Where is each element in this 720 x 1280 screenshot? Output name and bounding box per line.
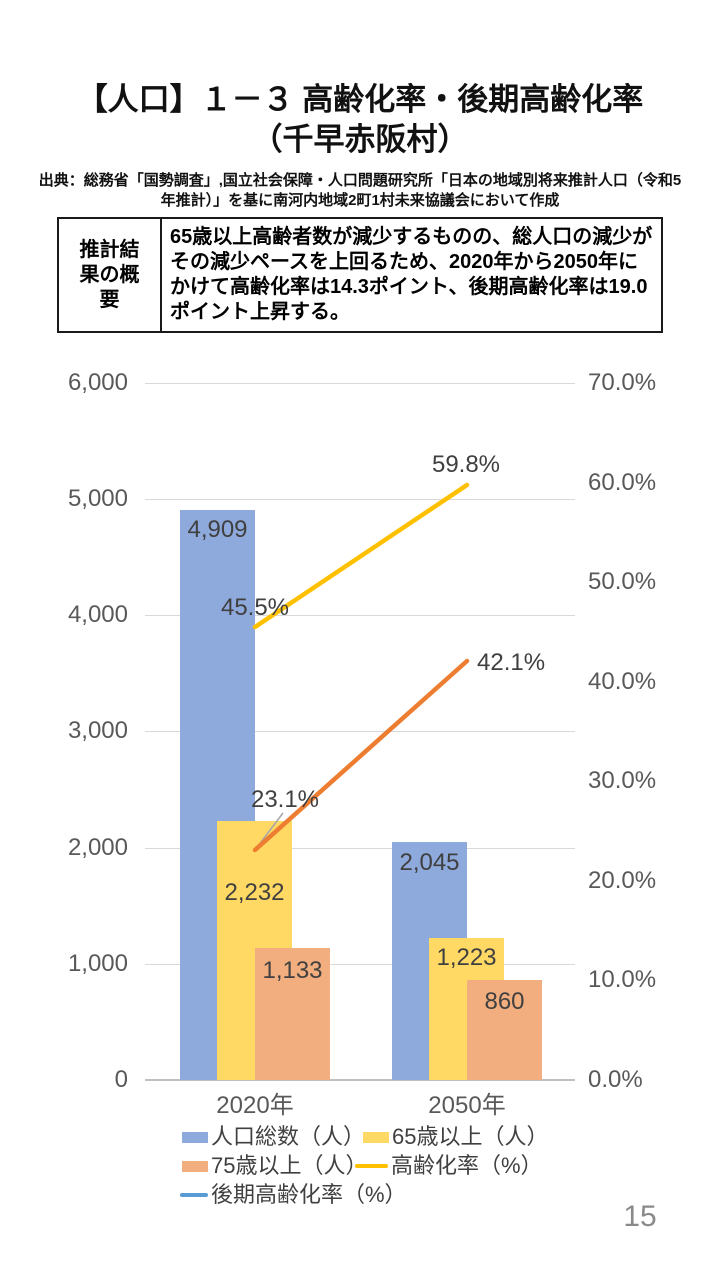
page-title-line2: （千早赤阪村） (251, 122, 469, 157)
right-axis-tick: 50.0% (588, 568, 657, 595)
source-note-line1: 出典：総務省「国勢調査」,国立社会保障・人口問題研究所「日本の地域別将来推計人口… (38, 172, 682, 189)
aging-rate-line (252, 482, 470, 630)
gridline (145, 383, 575, 384)
gridline (145, 499, 575, 500)
left-axis-tick: 3,000 (67, 717, 128, 744)
legend-swatch-aging-rate (355, 1164, 388, 1168)
bar-label: 1,223 (436, 944, 497, 971)
legend-label-aging-rate: 高齢化率（%） (391, 1153, 543, 1178)
bar-label: 2,045 (399, 849, 460, 876)
bar-label: 2,232 (224, 879, 285, 906)
summary-table: 推計結果の概要 65歳以上高齢者数が減少するものの、総人口の減少がその減少ペース… (57, 217, 663, 333)
source-note-line2: 年推計）」を基に南河内地域2町1村未来協議会において作成 (160, 192, 560, 209)
right-axis-tick: 10.0% (588, 966, 657, 993)
bar-label: 4,909 (187, 516, 248, 543)
right-axis-tick: 60.0% (588, 469, 657, 496)
legend-label-total: 人口総数（人） (211, 1124, 366, 1149)
right-axis-tick: 30.0% (588, 767, 657, 794)
bar-75plus-2050 (467, 980, 542, 1080)
left-axis-tick: 5,000 (67, 485, 128, 512)
x-axis-line (145, 1079, 575, 1081)
left-axis-tick: 4,000 (67, 601, 128, 628)
source-note: 出典：総務省「国勢調査」,国立社会保障・人口問題研究所「日本の地域別将来推計人口… (30, 171, 690, 211)
gridline (145, 964, 575, 965)
right-axis-tick: 40.0% (588, 668, 657, 695)
x-axis-label-2020: 2020年 (216, 1092, 294, 1119)
legend-label-75plus: 75歳以上（人） (211, 1153, 368, 1178)
legend-swatch-75plus (182, 1161, 208, 1172)
right-axis-tick: 20.0% (588, 867, 657, 894)
right-axis-tick: 0.0% (588, 1066, 643, 1093)
line-label: 59.8% (431, 451, 501, 478)
legend-label-65plus: 65歳以上（人） (392, 1124, 549, 1149)
left-axis-tick: 6,000 (67, 369, 128, 396)
x-axis-label-2050: 2050年 (428, 1092, 506, 1119)
gridline (145, 731, 575, 732)
page-title-line1: 【人口】１－３ 高齢化率・後期高齢化率 (76, 82, 644, 117)
page-title: 【人口】１－３ 高齢化率・後期高齢化率 （千早赤阪村） (0, 80, 720, 160)
line-label: 45.5% (220, 594, 290, 621)
left-axis-tick: 1,000 (67, 950, 128, 977)
legend-swatch-total (182, 1132, 208, 1143)
line-label: 23.1% (250, 786, 320, 813)
bar-label: 860 (484, 988, 525, 1015)
left-axis-tick: 2,000 (67, 834, 128, 861)
page-number: 15 (623, 1200, 657, 1233)
gridline (145, 848, 575, 849)
line-label: 42.1% (477, 649, 546, 676)
bar-75plus-2020 (255, 948, 330, 1080)
summary-table-header-cell: 推計結果の概要 (59, 219, 162, 331)
gridline (145, 615, 575, 616)
summary-table-body-cell: 65歳以上高齢者数が減少するものの、総人口の減少がその減少ペースを上回るため、2… (170, 226, 653, 323)
right-axis-tick: 70.0% (588, 369, 657, 396)
legend-swatch-65plus (363, 1132, 389, 1143)
late-aging-rate-line (252, 658, 470, 853)
left-axis-tick: 0 (114, 1066, 128, 1093)
bar-label: 1,133 (262, 957, 323, 984)
legend-label-late-aging-rate: 後期高齢化率（%） (211, 1182, 407, 1207)
legend-swatch-late-aging-rate (180, 1193, 208, 1197)
